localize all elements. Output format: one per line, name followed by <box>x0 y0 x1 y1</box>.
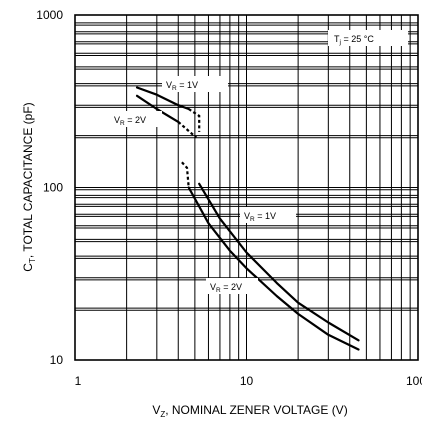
series-line-solid <box>198 182 360 342</box>
x-tick-label: 100 <box>406 374 422 388</box>
series-label-vr2-upper: VR = 2V <box>110 111 162 127</box>
y-tick-label: 1000 <box>36 8 63 22</box>
series-line-solid <box>187 186 360 351</box>
x-tick-label: 10 <box>240 374 254 388</box>
series-line-dash <box>177 121 198 139</box>
plot-frame <box>74 14 419 361</box>
series-label-vr1-lower: VR = 1V <box>240 207 296 223</box>
y-tick-label: 100 <box>43 181 63 195</box>
series-line-solid <box>135 86 190 111</box>
chart-series <box>135 86 360 351</box>
svg-text:Tj = 25 °C: Tj = 25 °C <box>334 34 374 46</box>
series-vr-1v <box>135 86 360 342</box>
svg-text:VR = 2V: VR = 2V <box>114 115 146 127</box>
temperature-annotation: Tj = 25 °C <box>328 30 408 46</box>
x-axis-title: VZ, NOMINAL ZENER VOLTAGE (V) <box>152 403 347 419</box>
y-axis-title: CT, TOTAL CAPACITANCE (pF) <box>21 102 37 271</box>
y-axis-ticks: 10 100 1000 <box>36 8 63 367</box>
x-tick-label: 1 <box>75 374 82 388</box>
series-line-dash <box>181 161 190 188</box>
series-vr-2v <box>135 94 360 351</box>
svg-text:VR = 1V: VR = 1V <box>244 211 276 223</box>
svg-text:VR = 1V: VR = 1V <box>166 80 198 92</box>
series-label-vr1-upper: VR = 1V <box>162 76 228 92</box>
series-line-dash <box>188 108 201 132</box>
svg-text:VR = 2V: VR = 2V <box>210 282 242 294</box>
y-tick-label: 10 <box>50 353 64 367</box>
series-line-solid <box>135 94 180 124</box>
chart-grid <box>75 15 418 360</box>
x-axis-ticks: 1 10 100 <box>75 374 422 388</box>
series-label-vr2-lower: VR = 2V <box>206 278 258 294</box>
